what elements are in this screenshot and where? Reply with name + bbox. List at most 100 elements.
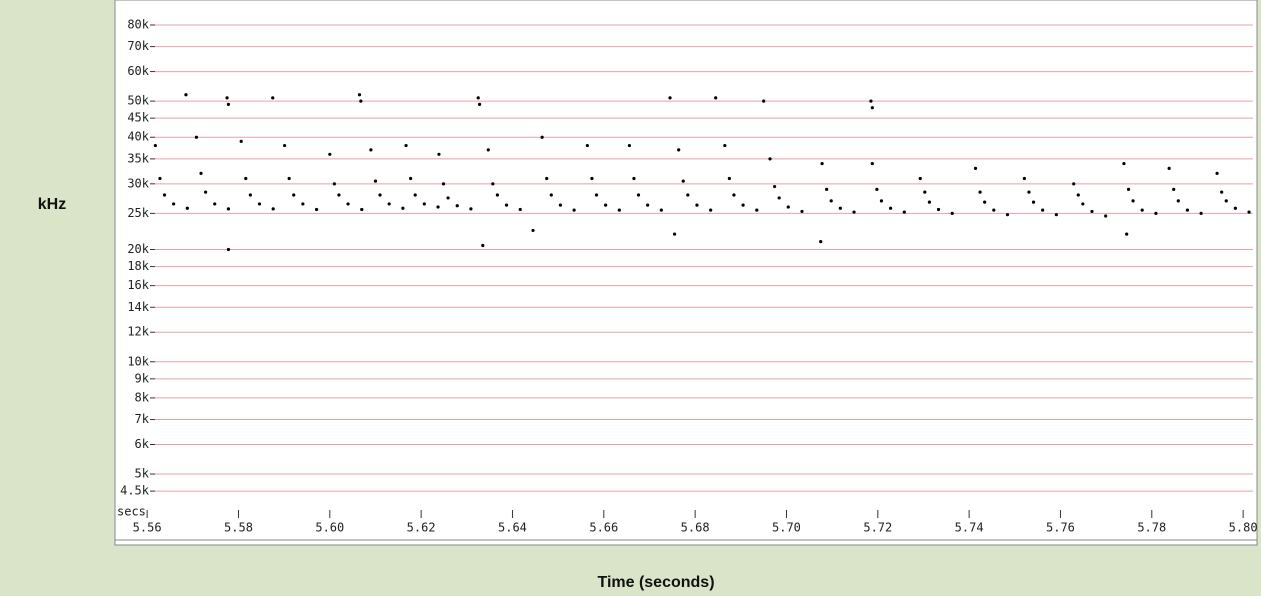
point [545,176,549,181]
point [248,193,252,197]
point [225,96,229,100]
point [401,206,405,210]
point [360,207,364,212]
y-tick-label: 40k [127,130,149,144]
point [491,182,495,186]
point [1125,232,1129,236]
point [271,207,275,211]
point [723,143,727,148]
y-tick-label: 70k [127,39,149,53]
y-tick-label: 12k [127,325,149,339]
point [1041,208,1045,212]
point [762,99,766,103]
point [632,176,636,181]
x-tick-label: 5.56 [133,521,162,535]
y-tick-label: 6k [135,437,150,451]
y-tick-label: 30k [127,176,149,190]
x-tick-label: 5.58 [224,521,253,535]
point [226,207,231,211]
point [387,202,391,206]
point [829,199,833,203]
point [332,182,336,186]
point [446,196,450,200]
point [1104,214,1108,218]
point [852,210,856,214]
point [404,143,408,148]
x-tick-label: 5.78 [1137,521,1166,535]
x-tick-label: 5.80 [1229,521,1258,535]
x-tick-label: 5.66 [589,521,618,535]
point [978,190,982,194]
point [441,182,446,186]
x-unit-label: secs [117,505,146,519]
point [870,106,874,110]
point [257,202,262,206]
point [1247,210,1251,214]
point [768,157,772,161]
y-tick-label: 8k [135,390,150,404]
point [936,207,941,212]
point [668,96,672,100]
point [918,176,922,181]
point [714,96,718,100]
point [1031,200,1036,204]
point [540,135,544,139]
point [838,206,842,210]
point [902,210,906,214]
point [604,203,608,207]
point [1022,176,1026,181]
point [369,148,373,152]
point [504,203,509,207]
point [357,93,362,97]
x-tick-label: 5.64 [498,521,527,535]
y-tick-label: 9k [135,371,150,385]
point [973,166,978,170]
point [755,208,759,212]
y-tick-label: 7k [135,412,150,426]
point [518,207,522,212]
point [476,96,480,100]
point [328,152,332,156]
point [373,179,378,183]
point [686,193,690,197]
point [271,96,275,100]
point [162,193,167,197]
point [869,99,873,103]
point [1054,213,1058,217]
y-tick-label: 5k [135,467,150,481]
point [636,193,641,197]
point [677,148,681,152]
point [1140,208,1144,212]
point [346,202,350,206]
point [627,143,631,148]
point [1005,213,1010,217]
point [486,148,490,152]
point [226,247,231,252]
point [681,179,685,183]
point [158,176,162,181]
point [481,243,485,248]
point [590,176,594,181]
point [1167,166,1171,170]
point [378,193,382,197]
point [786,205,790,209]
point [172,202,176,206]
y-tick-label: 80k [127,17,149,31]
point [437,152,441,156]
point [1131,199,1135,203]
point [695,203,699,207]
point [732,193,736,197]
point [422,202,426,206]
point [825,187,829,191]
point [1215,171,1219,175]
y-tick-label: 60k [127,64,149,78]
point [314,207,319,212]
point [531,228,535,233]
point [1185,208,1190,212]
point [244,176,248,181]
point [558,203,563,207]
point [1220,190,1224,194]
x-tick-label: 5.72 [863,521,892,535]
point [820,161,824,166]
